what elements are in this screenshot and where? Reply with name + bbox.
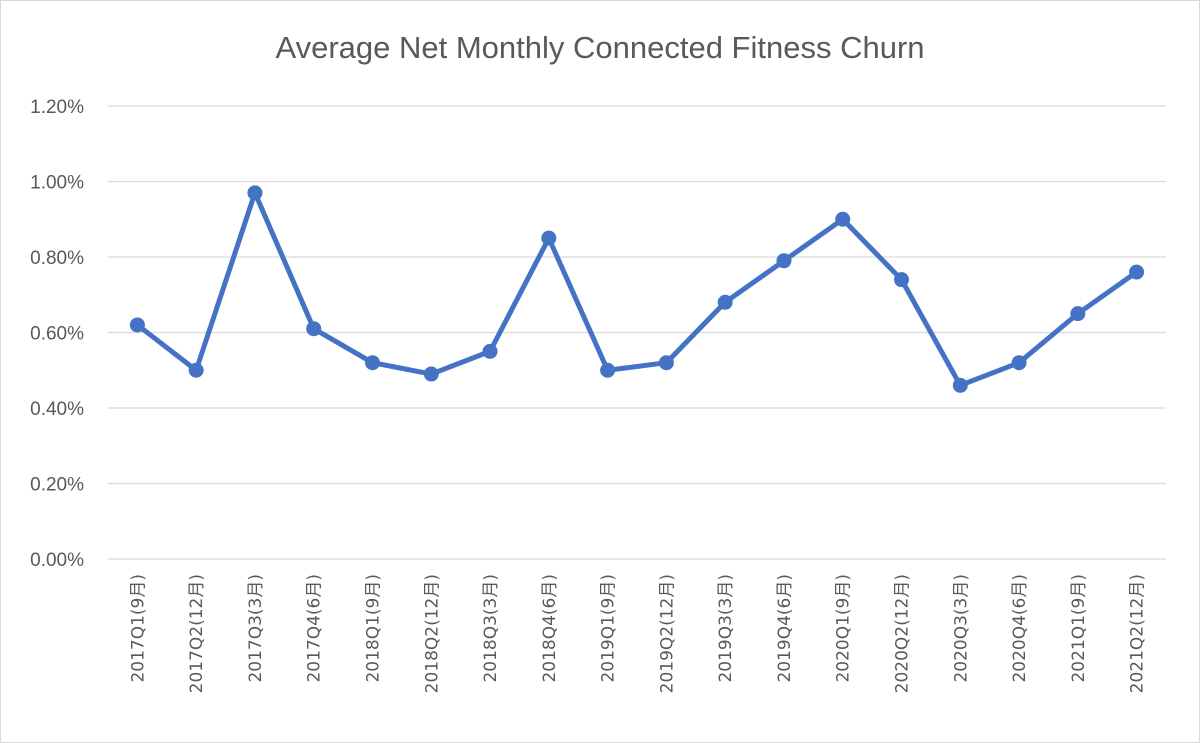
data-point	[423, 366, 439, 382]
x-tick-label: 2018Q3(3月)	[481, 574, 501, 683]
x-axis-ticks: 2017Q1(9月) 2017Q2(12月) 2017Q3(3月) 2017Q4(6月…	[128, 574, 1147, 693]
data-point	[1129, 264, 1145, 280]
data-point	[835, 211, 851, 227]
x-tick-label: 2020Q4(6月)	[1010, 574, 1030, 683]
x-tick-label: 2017Q1(9月)	[128, 574, 148, 683]
x-tick-label: 2019Q4(6月)	[775, 574, 795, 683]
data-point	[894, 272, 909, 288]
data-point	[129, 317, 145, 333]
y-tick-label: 0.00%	[30, 550, 84, 571]
x-tick-label: 2020Q2(12月)	[893, 574, 913, 693]
data-point	[1070, 306, 1086, 322]
data-point	[188, 362, 204, 378]
x-tick-label: 2020Q1(9月)	[834, 574, 854, 683]
x-tick-label: 2018Q4(6月)	[540, 574, 560, 683]
x-tick-label: 2018Q2(12月)	[422, 574, 442, 693]
x-tick-label: 2017Q4(6月)	[305, 574, 325, 683]
y-tick-label: 1.00%	[30, 173, 84, 194]
data-point	[247, 185, 263, 201]
series-line	[135, 190, 1139, 388]
series-churn	[129, 185, 1145, 393]
gridlines	[108, 105, 1166, 560]
x-tick-label: 2019Q3(3月)	[716, 574, 736, 683]
y-tick-label: 1.20%	[30, 97, 84, 118]
data-point	[482, 343, 498, 359]
data-point	[1011, 355, 1027, 371]
y-tick-label: 0.60%	[30, 324, 84, 345]
data-point	[717, 294, 733, 310]
data-point	[776, 253, 792, 269]
data-point	[306, 321, 322, 337]
data-point	[541, 230, 557, 246]
x-tick-label: 2018Q1(9月)	[364, 574, 384, 683]
chart-title: Average Net Monthly Connected Fitness Ch…	[275, 30, 925, 65]
x-tick-label: 2017Q3(3月)	[246, 574, 266, 683]
data-point	[365, 355, 380, 371]
data-point	[658, 355, 674, 371]
y-axis-ticks: 0.00% 0.20% 0.40% 0.60% 0.80% 1.00% 1.20%	[30, 97, 84, 571]
x-tick-label: 2021Q1(9月)	[1069, 574, 1089, 683]
data-point	[600, 362, 616, 378]
x-tick-label: 2019Q1(9月)	[599, 574, 619, 683]
y-tick-label: 0.80%	[30, 248, 84, 269]
y-tick-label: 0.40%	[30, 399, 84, 420]
x-tick-label: 2020Q3(3月)	[951, 574, 971, 683]
data-point	[952, 377, 968, 393]
x-tick-label: 2019Q2(12月)	[657, 574, 677, 693]
y-tick-label: 0.20%	[30, 475, 84, 496]
x-tick-label: 2021Q2(12月)	[1128, 574, 1148, 693]
x-tick-label: 2017Q2(12月)	[187, 574, 207, 693]
